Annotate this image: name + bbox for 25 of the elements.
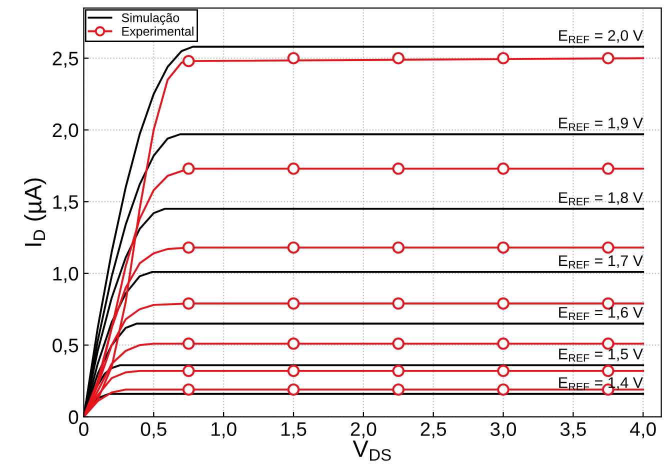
x-tick-label: 2,0 — [350, 422, 376, 438]
annotation: E$_{REF}$ = 1,7 V — [559, 255, 644, 268]
y-tick-label: 1,5 — [53, 195, 78, 212]
x-tick-label: 0,5 — [140, 422, 166, 438]
annotation: E$_{REF}$ = 2,0 V — [559, 30, 644, 44]
x-tick-label: 2,5 — [420, 422, 446, 438]
y-tick-label: 0 — [68, 410, 78, 424]
x-tick-label: 3,0 — [490, 422, 516, 438]
x-tick-label: 3,5 — [560, 422, 586, 438]
x-tick-label: 0 — [79, 422, 88, 436]
y-tick-label: 2,5 — [52, 52, 78, 68]
y-tick-label: 1,0 — [53, 266, 78, 283]
x-tick-label: 4,0 — [630, 422, 656, 438]
annotation: E$_{REF}$ = 1,9 V — [559, 118, 644, 131]
y-tick-label: 0,5 — [52, 338, 78, 355]
x-axis-title: V$_{DS}$ — [352, 440, 391, 461]
x-tick-label: 1,5 — [281, 422, 306, 438]
y-tick-label: 2,0 — [52, 123, 78, 140]
x-tick-label: 1,0 — [212, 422, 236, 438]
legend-label: Simulação — [122, 13, 180, 25]
legend-label: Experimental — [122, 26, 194, 38]
y-axis-title: I$_{D}$ (µA) — [24, 178, 46, 246]
annotation: E$_{REF}$ = 1,8 V — [559, 192, 644, 206]
annotation: E$_{REF}$ = 1,6 V — [559, 306, 644, 320]
annotation: E$_{REF}$ = 1,5 V — [559, 348, 644, 362]
